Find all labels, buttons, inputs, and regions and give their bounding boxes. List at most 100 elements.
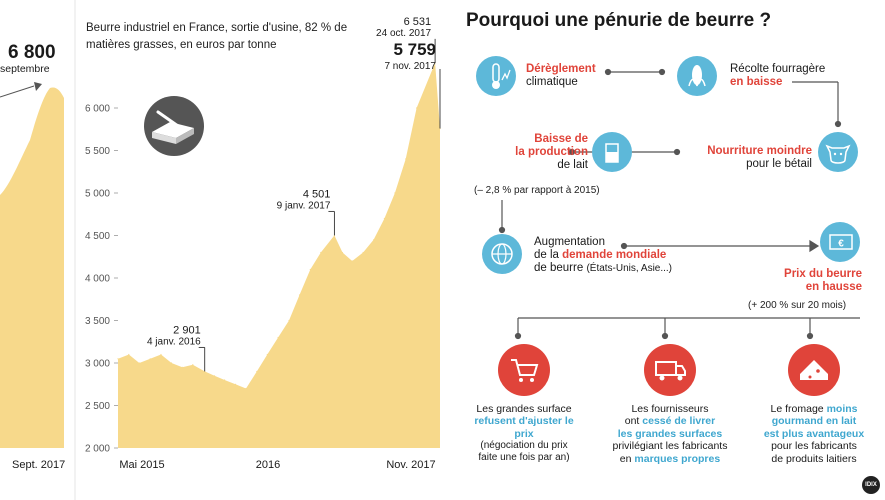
data-point bbox=[181, 366, 183, 368]
node-prix: Prix du beurre en hausse bbox=[752, 268, 862, 294]
partial-peak-value: 6 800 bbox=[8, 42, 56, 63]
cow-icon bbox=[825, 144, 851, 164]
data-point bbox=[138, 362, 140, 364]
annotation-value: 5 759 bbox=[393, 40, 436, 59]
climat-line2: climatique bbox=[526, 76, 578, 89]
data-point bbox=[320, 251, 322, 254]
data-point bbox=[394, 192, 396, 194]
node-nourriture: Nourriture moindre pour le bétail bbox=[692, 145, 812, 171]
data-point bbox=[288, 319, 290, 322]
fournisseurs-l5b: marques propres bbox=[634, 452, 721, 465]
data-point bbox=[373, 239, 375, 241]
prix-note: (+ 200 % sur 20 mois) bbox=[748, 300, 847, 311]
fournisseurs-l5a: en bbox=[619, 452, 635, 465]
y-tick-label: 4 000 bbox=[85, 274, 110, 285]
annotation-date: 4 janv. 2016 bbox=[147, 336, 201, 347]
x-tick-label: Nov. 2017 bbox=[386, 459, 435, 471]
truck-icon bbox=[655, 361, 686, 381]
data-point bbox=[341, 251, 344, 254]
idix-logo: IDIX bbox=[862, 476, 880, 494]
corn-icon bbox=[688, 65, 706, 87]
fournisseurs-l1: Les fournisseurs bbox=[631, 403, 709, 415]
annotation-date: 24 oct. 2017 bbox=[376, 28, 431, 39]
data-point bbox=[117, 358, 119, 360]
x-axis: Mai 2015 2016 Nov. 2017 bbox=[119, 459, 435, 471]
data-point bbox=[170, 362, 173, 364]
data-point bbox=[234, 383, 237, 385]
infographic-panel: Pourquoi une pénurie de beurre ? bbox=[452, 0, 885, 500]
prix-line2: en hausse bbox=[805, 281, 862, 294]
data-point bbox=[277, 336, 279, 339]
partial-chart-area bbox=[0, 87, 64, 449]
nourriture-line1: Nourriture moindre bbox=[707, 145, 812, 157]
node-fournisseurs: Les fournisseurs ont cessé de livrer les… bbox=[610, 403, 730, 465]
grandes-l1: Les grandes surface bbox=[476, 403, 572, 415]
node-demande: Augmentation de la demande mondiale de b… bbox=[534, 236, 672, 276]
y-axis: 2 000 2 500 3 000 3 500 4 000 4 500 5 000 5 500… bbox=[85, 104, 118, 455]
y-tick-label: 5 000 bbox=[85, 189, 110, 200]
fournisseurs-l4: privilégiant les fabricants bbox=[612, 440, 728, 453]
lait-line2: la production bbox=[515, 146, 588, 159]
infographic-title: Pourquoi une pénurie de beurre ? bbox=[466, 10, 772, 31]
grandes-icon-circle bbox=[498, 344, 550, 396]
area-layer bbox=[117, 62, 441, 449]
fromage-l2: gourmand en lait bbox=[771, 415, 857, 428]
svg-text:€: € bbox=[838, 239, 844, 250]
recolte-icon-circle bbox=[677, 56, 717, 96]
annotation-value: 4 501 bbox=[303, 188, 331, 200]
prix-line1: Prix du beurre bbox=[784, 268, 862, 280]
x-tick-label: Mai 2015 bbox=[119, 459, 164, 471]
partial-x-tick: Sept. 2017 bbox=[12, 459, 65, 471]
data-point bbox=[416, 107, 418, 109]
recolte-line1: Récolte fourragère bbox=[730, 63, 826, 75]
data-point bbox=[192, 364, 194, 366]
data-point bbox=[224, 379, 226, 381]
prix-icon-circle: € bbox=[820, 222, 860, 262]
nourriture-icon-circle bbox=[818, 132, 858, 172]
demande-line3b: (États-Unis, Asie...) bbox=[586, 263, 673, 275]
grandes-l3: (négociation du prix bbox=[480, 440, 568, 452]
demande-line2b: demande mondiale bbox=[562, 249, 667, 262]
demande-line2a: de la bbox=[534, 249, 563, 262]
data-point bbox=[213, 375, 216, 377]
cart-icon bbox=[511, 359, 539, 382]
lait-icon-circle bbox=[592, 132, 632, 172]
y-tick-label: 2 500 bbox=[85, 401, 110, 412]
cheese-icon bbox=[800, 360, 828, 380]
lait-line1: Baisse de bbox=[534, 133, 588, 145]
node-fromage: Le fromage moins gourmand en lait est pl… bbox=[754, 403, 874, 465]
climat-icon-circle bbox=[476, 56, 516, 96]
grandes-l2: refusent d'ajuster le prix bbox=[474, 415, 574, 440]
lait-line3: de lait bbox=[557, 159, 588, 172]
annotation-value: 6 531 bbox=[404, 16, 432, 28]
recolte-line2: en baisse bbox=[730, 76, 783, 89]
demande-line3: de beurre bbox=[534, 262, 584, 275]
fournisseurs-l2a: ont bbox=[624, 415, 643, 428]
y-tick-label: 4 500 bbox=[85, 231, 110, 242]
node-lait: Baisse de la production de lait bbox=[482, 133, 588, 173]
data-point bbox=[128, 353, 130, 356]
fournisseurs-l2b: cessé de livrer bbox=[642, 415, 716, 428]
globe-icon bbox=[491, 243, 513, 265]
data-point bbox=[266, 353, 268, 356]
fromage-icon-circle bbox=[788, 344, 840, 396]
data-point bbox=[298, 294, 301, 296]
y-tick-label: 3 500 bbox=[85, 316, 110, 327]
data-point bbox=[309, 268, 311, 271]
y-tick-label: 5 500 bbox=[85, 146, 110, 157]
demande-line1: Augmentation bbox=[534, 236, 605, 248]
data-point bbox=[351, 260, 353, 262]
climat-line1: Dérèglement bbox=[526, 63, 596, 75]
data-point bbox=[160, 353, 162, 356]
fromage-l3: est plus avantageux bbox=[763, 427, 865, 440]
thermometer-icon bbox=[492, 63, 511, 89]
data-point bbox=[405, 158, 407, 160]
node-recolte: Récolte fourragère en baisse bbox=[730, 63, 825, 89]
fromage-l1b: moins bbox=[826, 403, 858, 415]
fromage-l1a: Le fromage bbox=[770, 403, 827, 415]
arrow-head-icon bbox=[34, 82, 42, 91]
lait-note: (– 2,8 % par rapport à 2015) bbox=[474, 185, 600, 196]
data-point bbox=[256, 370, 258, 373]
data-point bbox=[362, 251, 364, 254]
